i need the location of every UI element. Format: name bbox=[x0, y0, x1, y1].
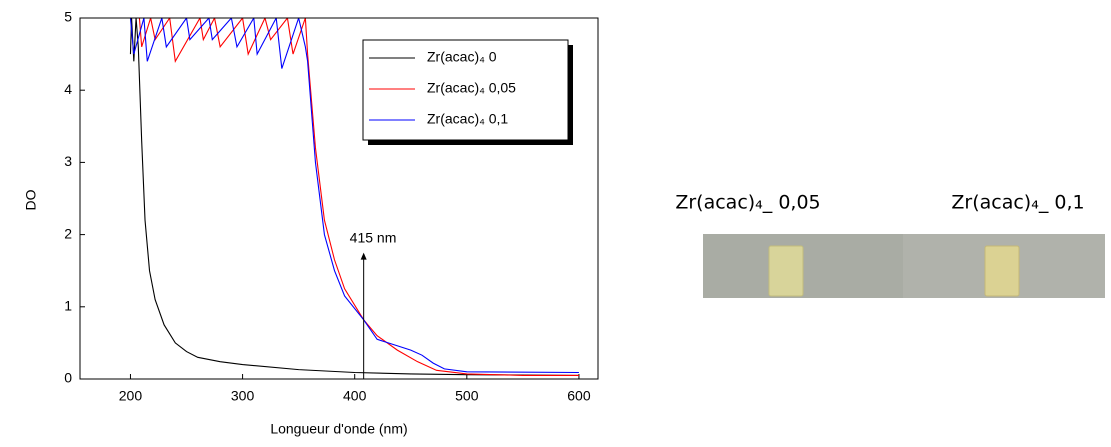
y-axis-label: DO bbox=[23, 189, 39, 210]
x-tick-label: 600 bbox=[567, 388, 591, 404]
data-line bbox=[129, 18, 579, 376]
legend bbox=[362, 39, 569, 141]
x-axis-label: Longueur d'onde (nm) bbox=[270, 421, 407, 437]
y-tick-label: 2 bbox=[64, 225, 72, 241]
vial bbox=[984, 245, 1020, 297]
x-tick-label: 500 bbox=[455, 388, 479, 404]
vial bbox=[768, 245, 804, 297]
annotation-label: 415 nm bbox=[350, 229, 397, 245]
y-tick-label: 4 bbox=[64, 81, 72, 97]
arrow-head bbox=[360, 252, 367, 260]
y-tick-label: 1 bbox=[64, 298, 72, 314]
photo-caption: Zr(acac)₄_ 0,05 bbox=[675, 192, 820, 214]
x-tick-label: 400 bbox=[343, 388, 367, 404]
data-line bbox=[138, 18, 579, 376]
legend-label: Zr(acac)₄ 0,1 bbox=[427, 111, 508, 127]
data-line bbox=[129, 18, 579, 374]
y-tick-label: 0 bbox=[64, 370, 72, 386]
y-tick-label: 5 bbox=[64, 9, 72, 25]
plot-frame bbox=[79, 17, 599, 380]
photo-caption: Zr(acac)₄_ 0,1 bbox=[951, 192, 1084, 214]
photo-panel: Zr(acac)₄_ 0,05 Zr(acac)₄_ 0,1 bbox=[675, 192, 1105, 298]
x-tick-label: 300 bbox=[231, 388, 255, 404]
legend-label: Zr(acac)₄ 0 bbox=[427, 49, 497, 65]
legend-label: Zr(acac)₄ 0,05 bbox=[427, 80, 516, 96]
x-tick-label: 200 bbox=[119, 388, 143, 404]
y-tick-label: 3 bbox=[64, 153, 72, 169]
